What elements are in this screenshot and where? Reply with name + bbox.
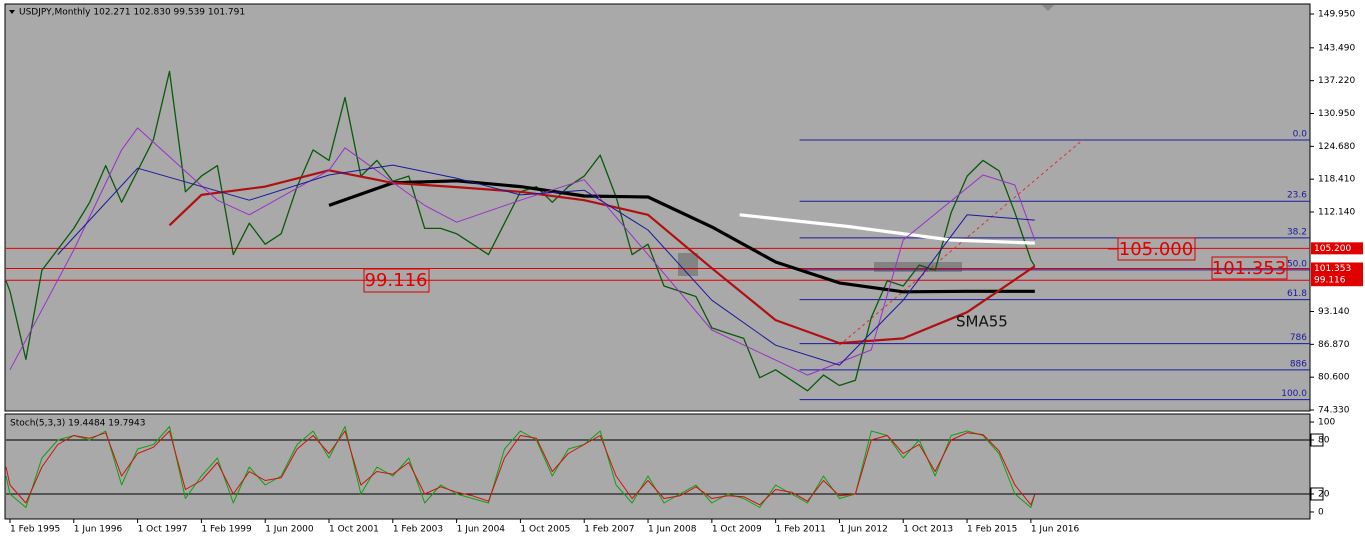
y-tick-label: 20	[1318, 489, 1330, 499]
level-label: 105.200	[1314, 244, 1351, 254]
y-tick-label: 100	[1318, 418, 1335, 428]
y-tick-label: 74.330	[1318, 406, 1350, 416]
x-tick-label: 1 Oct 2009	[712, 525, 762, 535]
fib-label: 786	[1290, 333, 1307, 343]
level-label: 101.353	[1314, 264, 1351, 274]
series-line	[9, 127, 1036, 376]
series-line	[328, 179, 1035, 294]
trendline	[839, 139, 1084, 346]
x-tick-label: 1 Feb 2015	[967, 525, 1017, 535]
series-line	[57, 164, 1035, 366]
x-tick-label: 1 Jun 2004	[457, 525, 506, 535]
zone-box	[678, 253, 698, 276]
annotation: 101.353	[1212, 258, 1286, 279]
level-tag	[1310, 487, 1324, 501]
annotation: 99.116	[365, 270, 428, 291]
fib-label: 61.8	[1287, 289, 1307, 299]
fib-label: 50.0	[1287, 259, 1307, 269]
x-tick-label: 1 Jun 1996	[74, 525, 123, 535]
y-tick-label: 143.490	[1318, 43, 1355, 53]
x-tick-label: 1 Feb 2007	[584, 525, 634, 535]
price-panel	[4, 3, 1311, 412]
x-tick-label: 1 Oct 1997	[138, 525, 188, 535]
chart-header: USDJPY,Monthly 102.271 102.830 99.539 10…	[19, 8, 245, 18]
annotation-box	[363, 268, 430, 293]
level-tag	[1310, 433, 1324, 447]
x-tick-label: 1 Jun 2012	[839, 525, 887, 535]
level-tag	[1311, 274, 1363, 287]
level-tag	[1311, 262, 1363, 275]
annotation: SMA55	[956, 313, 1008, 331]
plot-layer: 0.0 23.6 38.2 50.0 61.8 786 886 100.0	[5, 70, 1310, 508]
y-tick-label: 130.950	[1318, 109, 1355, 119]
fib-label: 100.0	[1281, 389, 1307, 399]
menu-arrow	[9, 10, 15, 14]
x-tick-label: 1 Jun 2016	[1031, 525, 1080, 535]
level-tag	[1311, 242, 1363, 255]
fib-label: 886	[1290, 359, 1307, 369]
y-tick-label: 112.140	[1318, 208, 1355, 218]
annotation: 105.000	[1119, 239, 1193, 260]
annotation-box	[1211, 256, 1288, 280]
y-tick-label: 149.950	[1318, 10, 1355, 20]
x-tick-label: 1 Oct 2001	[329, 525, 379, 535]
y-tick-label: 118.410	[1318, 175, 1355, 185]
y-tick-label: 124.680	[1318, 142, 1355, 152]
y-tick-label: 137.220	[1318, 76, 1355, 86]
x-tick-label: 1 Oct 2005	[520, 525, 570, 535]
level-label: 99.116	[1314, 276, 1346, 286]
y-tick-label: 86.870	[1318, 340, 1350, 350]
stoch-panel	[4, 413, 1311, 520]
y-tick-label: 80.600	[1318, 373, 1350, 383]
shift-marker	[1042, 5, 1054, 11]
series-line	[5, 430, 1036, 506]
x-tick-label: 1 Jun 2000	[265, 525, 314, 535]
x-tick-label: 1 Feb 1999	[201, 525, 252, 535]
y-tick-label: 0	[1318, 507, 1324, 517]
series-line	[5, 426, 1036, 508]
x-tick-label: 1 Oct 2013	[903, 525, 953, 535]
series-line	[739, 213, 1035, 245]
series-line	[168, 169, 1036, 345]
fib-label: 0.0	[1293, 129, 1308, 139]
x-tick-label: 1 Feb 2011	[776, 525, 826, 535]
x-tick-label: 1 Feb 1995	[10, 525, 60, 535]
fib-label: 23.6	[1287, 191, 1307, 201]
indicator-title: Stoch(5,3,3) 19.4484 19.7943	[10, 419, 145, 429]
fib-label: 38.2	[1287, 227, 1307, 237]
x-tick-label: 1 Feb 2003	[393, 525, 443, 535]
y-tick-label: 80	[1318, 436, 1330, 446]
y-tick-label: 93.140	[1318, 307, 1350, 317]
x-tick-label: 1 Jun 2008	[648, 525, 697, 535]
